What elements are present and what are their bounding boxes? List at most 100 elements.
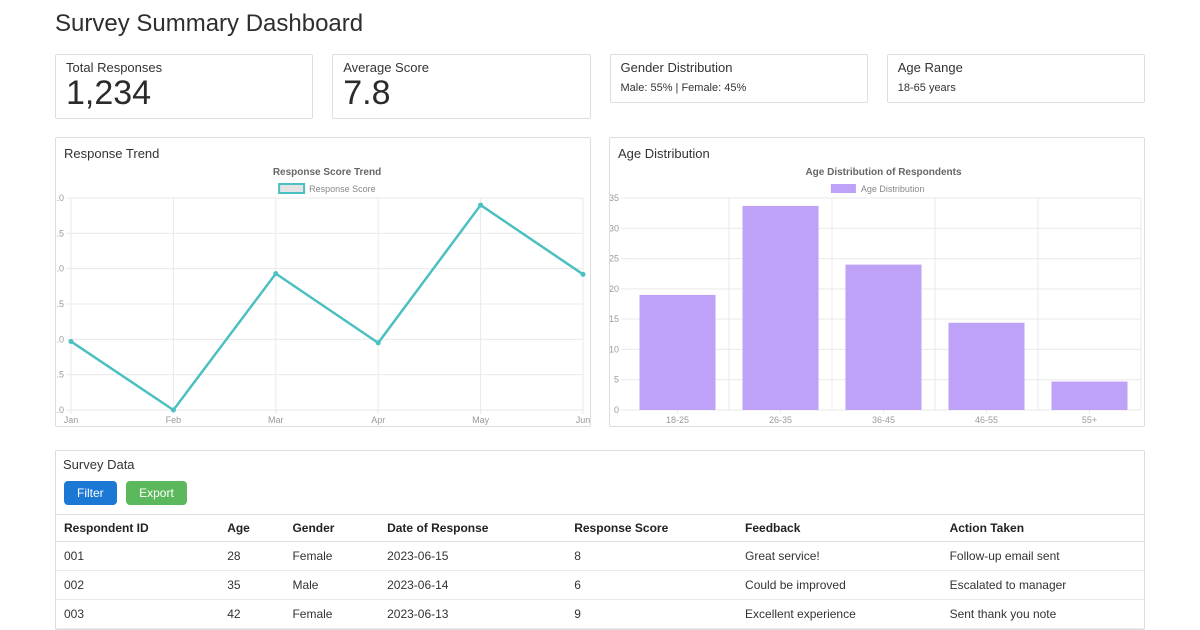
column-header: Date of Response	[379, 514, 567, 543]
table-cell: 003	[56, 599, 220, 630]
stat-label: Age Range	[897, 59, 963, 75]
stat-label: Gender Distribution	[620, 59, 733, 75]
x-tick-label: 46-55	[975, 415, 998, 425]
data-point	[580, 271, 586, 277]
stat-value: 1,234	[66, 74, 152, 113]
stat-label: Average Score	[343, 59, 430, 75]
table-cell: Sent thank you note	[941, 599, 1144, 630]
column-header: Gender	[284, 514, 380, 543]
y-tick-label: 5	[614, 375, 619, 385]
x-tick-label: 26-35	[769, 415, 792, 425]
bar	[1051, 381, 1128, 411]
column-header: Age	[219, 514, 285, 543]
table-cell: Follow-up email sent	[941, 541, 1144, 572]
age-distribution-panel: Age Distribution Age Distribution of Res…	[609, 136, 1145, 427]
stats-row: Total Responses 1,234 Average Score 7.8 …	[55, 53, 1145, 119]
response-trend-panel-title: Response Trend	[64, 145, 160, 161]
legend-swatch	[278, 183, 306, 195]
table-cell: 2023-06-15	[379, 541, 567, 572]
y-tick-label: 6.0	[55, 405, 64, 415]
data-point	[375, 340, 381, 346]
bar	[639, 295, 716, 411]
stat-card-average-score: Average Score 7.8	[332, 53, 591, 119]
stat-value: 18-65 years	[897, 82, 956, 95]
bar	[948, 322, 1025, 411]
column-header: Action Taken	[941, 514, 1144, 543]
table-row: 001 28 Female 2023-06-15 8 Great service! Foll…	[56, 541, 1144, 572]
legend-swatch	[830, 184, 856, 194]
stat-card-total-responses: Total Responses 1,234	[55, 53, 314, 119]
table-cell: 9	[566, 599, 738, 630]
x-tick-label: 55+	[1082, 415, 1097, 425]
table-cell: 2023-06-14	[379, 570, 567, 601]
legend-label: Response Score	[309, 184, 376, 194]
bar	[845, 264, 922, 411]
y-tick-label: 8.0	[55, 264, 64, 274]
stat-label: Total Responses	[66, 59, 163, 75]
table-cell: Male	[284, 570, 380, 601]
stat-value: Male: 55% | Female: 45%	[620, 82, 747, 95]
y-tick-label: 20	[609, 284, 619, 294]
y-tick-label: 6.5	[55, 370, 64, 380]
age-distribution-panel-title: Age Distribution	[618, 145, 710, 161]
bar	[742, 205, 819, 411]
data-point	[273, 271, 279, 277]
y-tick-label: 25	[609, 254, 619, 264]
data-point	[68, 339, 74, 345]
y-tick-label: 10	[609, 345, 619, 355]
y-tick-label: 7.0	[55, 334, 64, 344]
table-cell: 6	[566, 570, 738, 601]
table-cell: Excellent experience	[737, 599, 942, 630]
table-cell: Escalated to manager	[941, 570, 1144, 601]
table-cell: 28	[219, 541, 285, 572]
age-distribution-chart: Age Distribution of Respondents Age Distr…	[609, 167, 1142, 425]
survey-table: Respondent ID Age Gender Date of Response Re…	[56, 514, 1144, 630]
table-cell: 42	[219, 599, 285, 630]
export-button[interactable]: Export	[126, 481, 187, 506]
table-cell: 8	[566, 541, 738, 572]
table-cell: Could be improved	[737, 570, 942, 601]
chart-title: Response Score Trend	[273, 167, 381, 178]
table-cell: 001	[56, 541, 220, 572]
y-tick-label: 8.5	[55, 228, 64, 238]
table-row: 002 35 Male 2023-06-14 6 Could be improved Esc…	[56, 570, 1144, 601]
table-cell: 002	[56, 570, 220, 601]
y-tick-label: 35	[609, 193, 619, 203]
chart-title: Age Distribution of Respondents	[805, 167, 962, 178]
table-header-row: Respondent ID Age Gender Date of Response Re…	[56, 514, 1144, 543]
stat-card-gender-distribution: Gender Distribution Male: 55% | Female: …	[609, 53, 868, 104]
x-tick-label: Mar	[268, 415, 284, 425]
table-cell: 2023-06-13	[379, 599, 567, 630]
column-header: Respondent ID	[56, 514, 220, 543]
trend-line	[69, 203, 585, 412]
survey-data-panel: Survey Data Filter Export Respondent ID A…	[55, 449, 1145, 630]
table-cell: 35	[219, 570, 285, 601]
table-row: 003 42 Female 2023-06-13 9 Excellent experien…	[56, 599, 1144, 630]
data-point	[170, 407, 176, 413]
response-trend-chart: Response Score Trend Response Score 9.0 8.5…	[55, 167, 590, 425]
data-point	[478, 202, 484, 208]
stat-value: 7.8	[343, 74, 391, 113]
x-tick-label: Feb	[166, 415, 182, 425]
x-tick-label: 18-25	[666, 415, 689, 425]
page-title: Survey Summary Dashboard	[55, 10, 364, 37]
stat-card-age-range: Age Range 18-65 years	[886, 53, 1145, 104]
x-tick-label: Jun	[576, 415, 591, 425]
x-tick-label: Apr	[371, 415, 385, 425]
y-tick-label: 0	[614, 405, 619, 415]
y-tick-label: 15	[609, 314, 619, 324]
table-cell: Female	[284, 599, 380, 630]
y-tick-label: 7.5	[55, 299, 64, 309]
filter-button[interactable]: Filter	[64, 481, 117, 506]
table-cell: Female	[284, 541, 380, 572]
column-header: Response Score	[566, 514, 738, 543]
x-tick-label: Jan	[64, 415, 79, 425]
table-cell: Great service!	[737, 541, 942, 572]
response-trend-panel: Response Trend Response Score Trend Respo…	[55, 136, 591, 427]
x-tick-label: 36-45	[872, 415, 895, 425]
charts-row: Response Trend Response Score Trend Respo…	[55, 136, 1145, 427]
survey-data-title: Survey Data	[63, 456, 135, 472]
y-tick-label: 9.0	[55, 193, 64, 203]
table-toolbar: Filter Export	[56, 473, 1144, 514]
